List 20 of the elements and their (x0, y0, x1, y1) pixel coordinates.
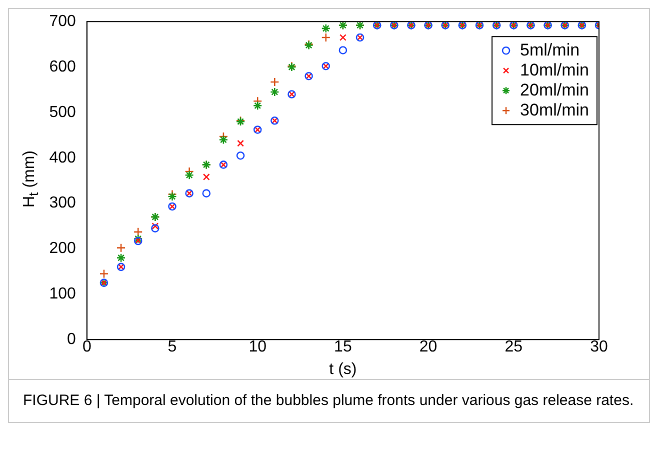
y-tick-label: 300 (49, 194, 76, 212)
y-tick-label: 700 (49, 13, 76, 30)
x-axis-title: t (s) (329, 360, 357, 378)
y-tick-label: 600 (49, 58, 76, 76)
legend-label: 20ml/min (520, 80, 590, 100)
x-tick-label: 30 (590, 338, 608, 356)
x-tick-label: 10 (248, 338, 267, 356)
x-tick-label: 0 (82, 338, 92, 356)
y-tick-label: 500 (49, 104, 76, 121)
caption: FIGURE 6 | Temporal evolution of the bubbles plume fronts under various gas release rates. (9, 379, 649, 422)
x-tick-label: 20 (419, 338, 438, 356)
legend-label: 5ml/min (520, 40, 580, 60)
y-tick-label: 400 (49, 149, 76, 166)
y-tick-label: 100 (49, 286, 76, 303)
x-tick-label: 15 (334, 338, 352, 356)
legend-label: 10ml/min (520, 60, 590, 80)
y-tick-label: 200 (49, 240, 76, 258)
x-tick-label: 25 (504, 338, 523, 356)
x-tick-label: 5 (168, 338, 177, 356)
legend-label: 30ml/min (520, 100, 590, 120)
